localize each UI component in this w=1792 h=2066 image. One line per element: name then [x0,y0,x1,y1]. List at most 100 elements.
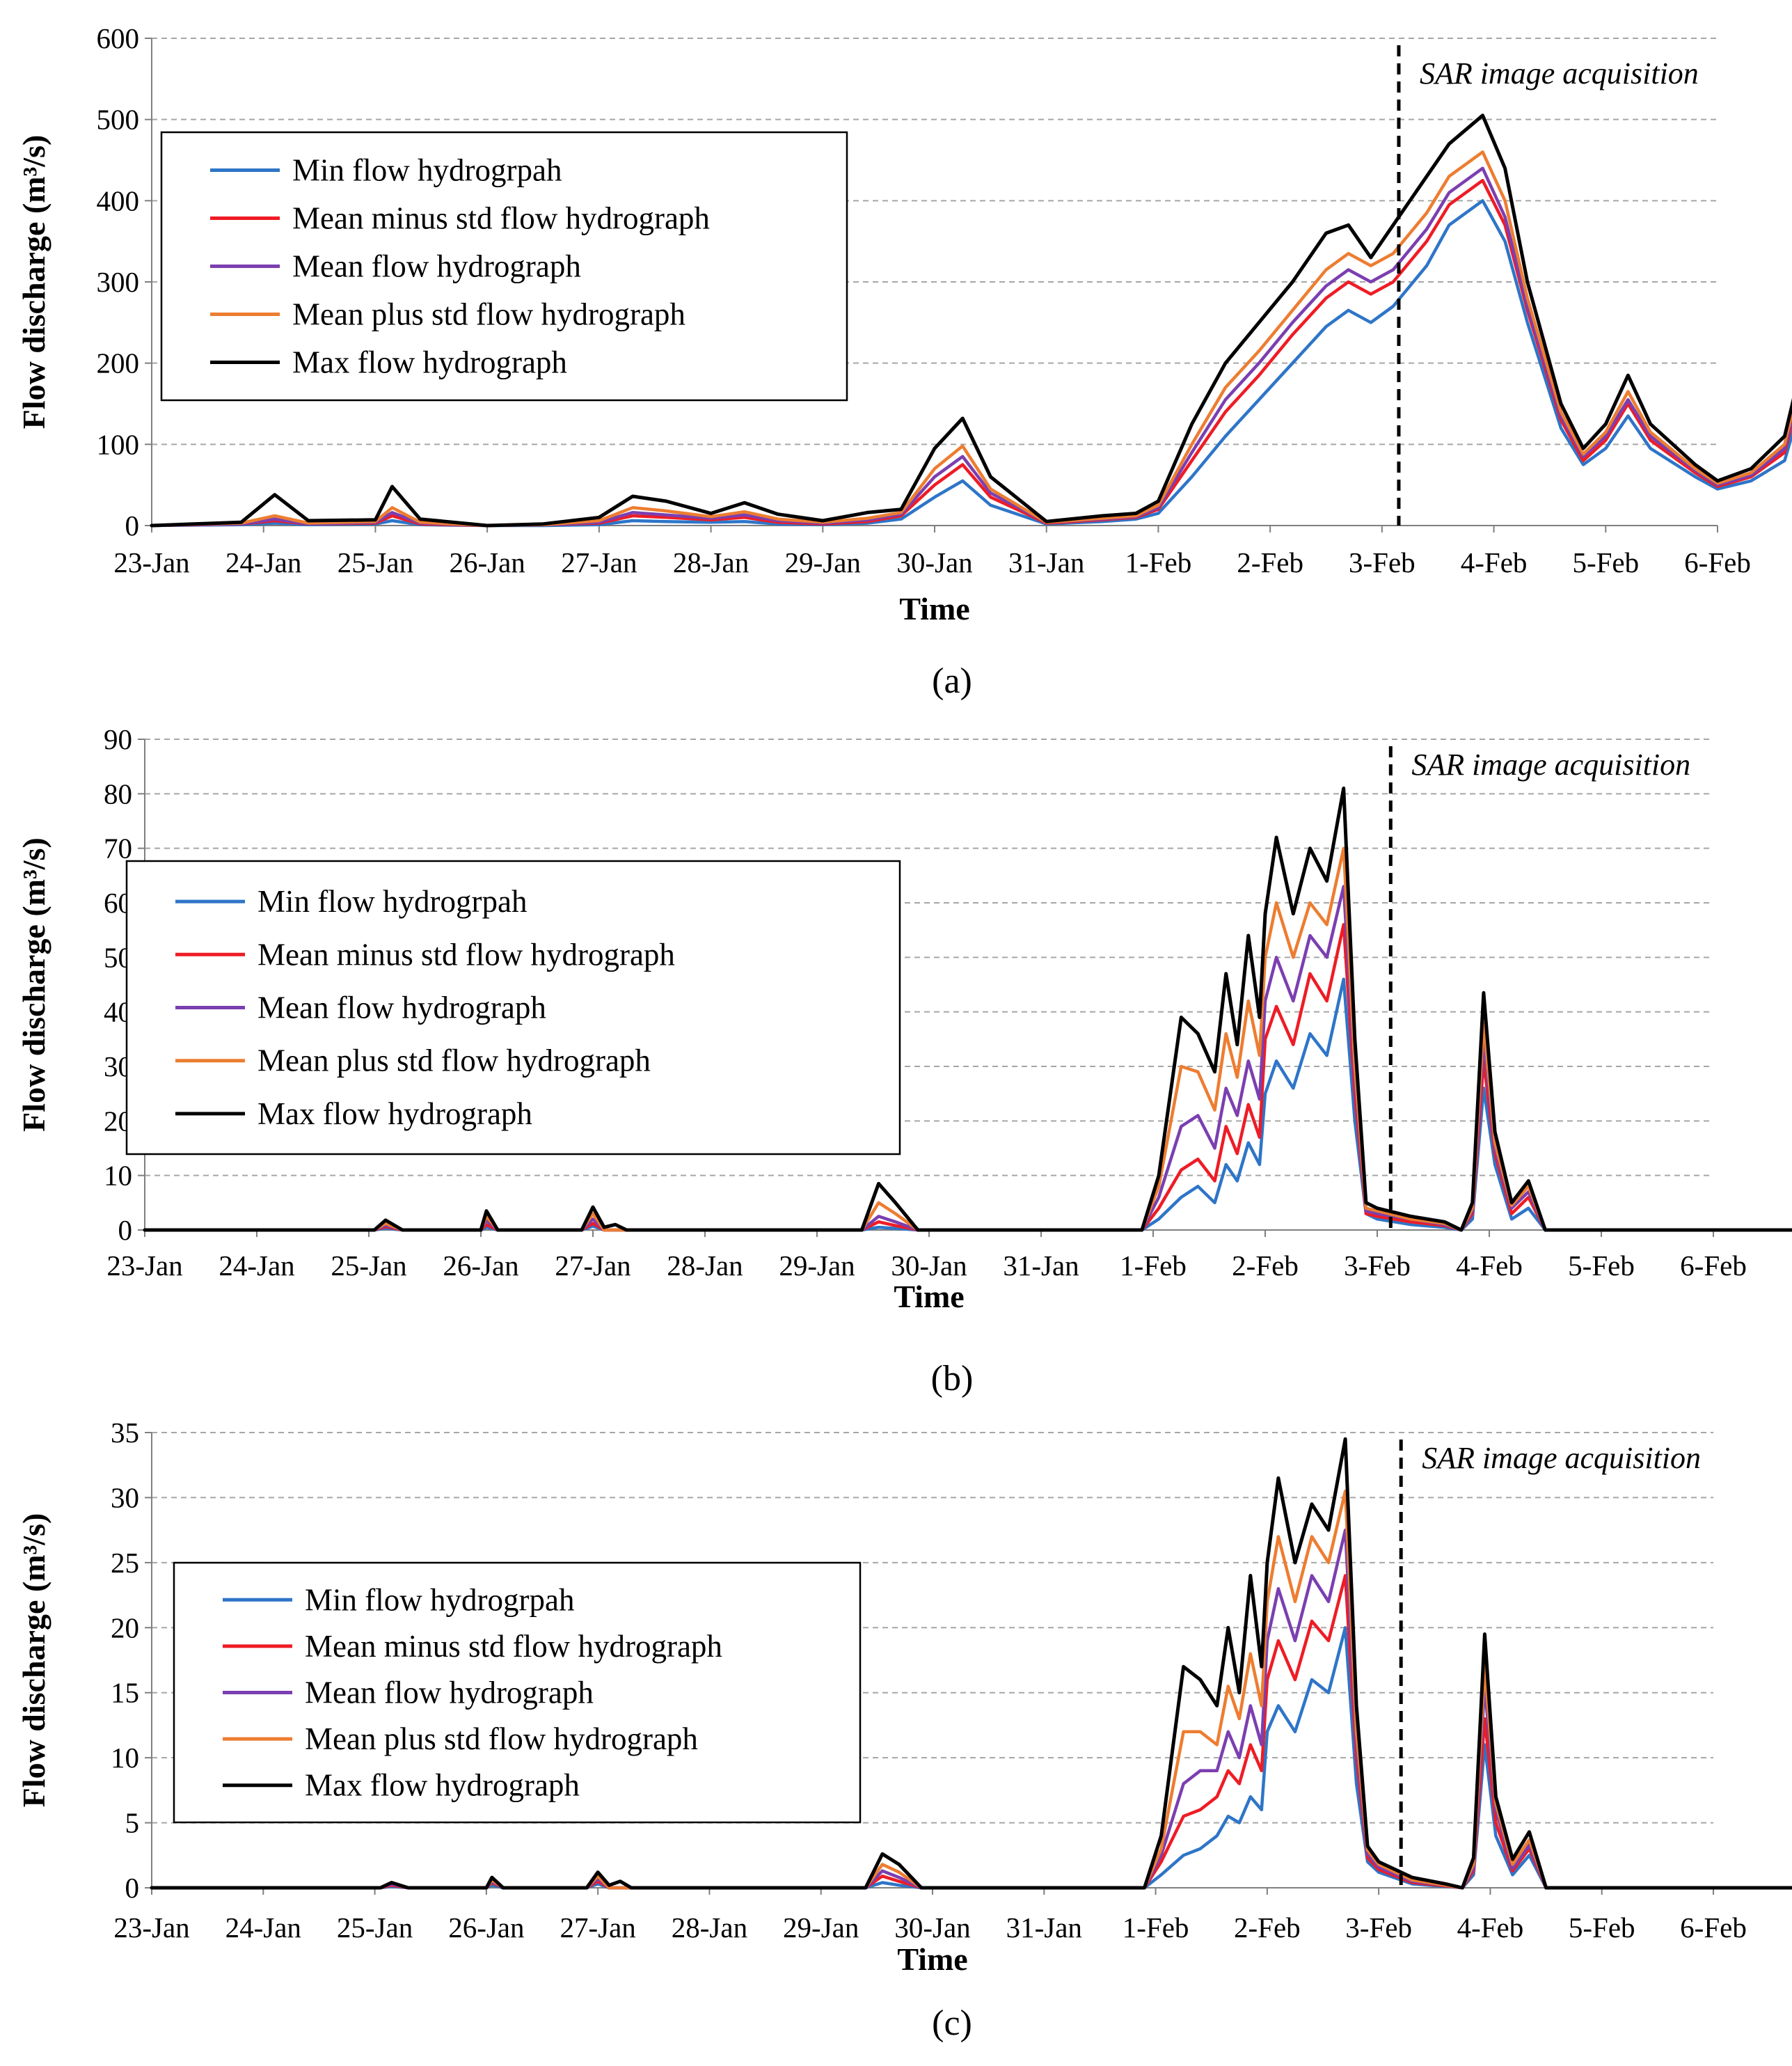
x-tick-label: 24-Jan [219,1249,294,1282]
x-tick-label: 1-Feb [1125,546,1192,578]
legend-label: Max flow hydrograph [292,345,567,380]
y-tick-label: 10 [104,1160,132,1192]
y-axis-title: Flow discharge (m³/s) [16,135,51,429]
x-tick-label: 5-Feb [1568,1249,1635,1282]
x-tick-label: 4-Feb [1461,546,1528,578]
x-axis-title: Time [897,1941,967,1977]
x-tick-label: 28-Jan [673,546,749,578]
x-tick-label: 31-Jan [1003,1249,1079,1282]
legend-label: Min flow hydrogrpah [257,884,527,919]
x-tick-label: 31-Jan [1008,546,1084,578]
x-tick-label: 30-Jan [891,1249,967,1282]
y-tick-label: 90 [104,723,132,755]
legend-box [125,860,901,1156]
series-line-max [150,113,1792,528]
x-tick-label: 29-Jan [779,1249,855,1282]
x-tick-label: 26-Jan [449,546,525,578]
x-tick-label: 2-Feb [1234,1911,1301,1943]
x-tick-label: 1-Feb [1123,1911,1189,1943]
x-tick-label: 3-Feb [1345,1911,1412,1943]
y-tick-label: 600 [97,22,140,54]
panel-caption: (b) [931,1359,974,1398]
legend-label: Min flow hydrogrpah [305,1582,574,1617]
x-tick-label: 30-Jan [896,546,972,578]
x-tick-label: 3-Feb [1349,546,1416,578]
series-line-max [150,1437,1792,1890]
y-tick-label: 300 [97,266,140,298]
y-tick-label: 500 [97,104,140,136]
y-tick-label: 400 [97,184,140,216]
x-tick-label: 23-Jan [113,1911,189,1943]
x-tick-label: 24-Jan [225,1911,301,1943]
y-tick-label: 0 [125,510,140,542]
legend-label: Mean plus std flow hydrograph [257,1043,651,1078]
y-tick-label: 80 [104,778,132,810]
panel-caption: (a) [932,661,972,701]
sar-annotation: SAR image acquisition [1420,56,1699,90]
x-tick-label: 3-Feb [1344,1249,1411,1282]
x-tick-label: 25-Jan [337,1911,413,1943]
chart-panel-a: 0 100 200 300 400 500 600 23-Jan 24-Jan 25-Jan 26-… [16,22,1792,701]
x-tick-label: 28-Jan [667,1249,743,1282]
x-tick-label: 6-Feb [1684,546,1751,578]
legend-label: Mean flow hydrograph [292,249,581,284]
x-tick-label: 30-Jan [894,1911,970,1943]
series-line-max [143,787,1792,1232]
x-tick-label: 25-Jan [338,546,413,578]
y-tick-label: 0 [118,1214,133,1246]
sar-annotation: SAR image acquisition [1422,1441,1701,1475]
x-tick-label: 5-Feb [1569,1911,1635,1943]
x-tick-label: 31-Jan [1006,1911,1082,1943]
x-axis-title: Time [894,1279,964,1314]
x-tick-label: 6-Feb [1680,1249,1747,1282]
x-tick-label: 23-Jan [113,546,189,578]
x-tick-label: 26-Jan [443,1249,518,1282]
x-tick-label: 27-Jan [561,546,637,578]
x-tick-label: 27-Jan [560,1911,635,1943]
x-tick-label: 23-Jan [106,1249,182,1282]
legend-label: Min flow hydrogrpah [292,153,562,188]
x-tick-label: 1-Feb [1120,1249,1187,1282]
x-tick-label: 2-Feb [1232,1249,1299,1282]
x-tick-label: 28-Jan [672,1911,747,1943]
legend-label: Mean plus std flow hydrograph [292,297,685,332]
y-tick-label: 100 [97,428,140,460]
series-line-mean [150,166,1792,528]
x-tick-label: 2-Feb [1237,546,1303,578]
y-tick-label: 25 [111,1547,139,1579]
y-tick-label: 5 [125,1807,140,1839]
legend-label: Mean minus std flow hydrograph [305,1629,722,1664]
x-tick-label: 25-Jan [331,1249,406,1282]
panel-caption: (c) [932,2003,972,2043]
x-tick-label: 4-Feb [1456,1249,1523,1282]
series-line-mean-minus-std [150,178,1792,528]
y-tick-label: 20 [111,1611,139,1643]
x-tick-label: 29-Jan [785,546,861,578]
sar-annotation: SAR image acquisition [1411,748,1690,782]
x-tick-label: 26-Jan [448,1911,524,1943]
legend-label: Max flow hydrograph [305,1768,580,1803]
x-tick-label: 24-Jan [225,546,301,578]
y-tick-label: 0 [125,1872,140,1904]
x-axis-title: Time [899,591,969,626]
y-axis-title: Flow discharge (m³/s) [16,1513,51,1808]
legend-box [173,1561,862,1824]
x-tick-label: 5-Feb [1572,546,1639,578]
y-tick-label: 10 [111,1742,139,1774]
x-tick-label: 27-Jan [555,1249,631,1282]
chart-panel-c: 0 5 10 15 20 25 30 35 23-Jan 24-Jan 25-Jan 26-Jan 27… [16,1417,1792,2043]
y-tick-label: 200 [97,347,140,379]
legend-label: Mean minus std flow hydrograph [292,201,710,236]
legend-label: Mean flow hydrograph [305,1675,594,1710]
y-tick-label: 30 [111,1481,139,1513]
legend-label: Mean plus std flow hydrograph [305,1721,698,1756]
y-tick-label: 15 [111,1677,139,1709]
legend-label: Mean flow hydrograph [257,991,546,1025]
y-tick-label: 35 [111,1417,139,1449]
legend-label: Mean minus std flow hydrograph [257,937,675,972]
y-tick-label: 70 [104,833,132,865]
legend-label: Max flow hydrograph [257,1096,532,1131]
x-tick-label: 4-Feb [1457,1911,1524,1943]
